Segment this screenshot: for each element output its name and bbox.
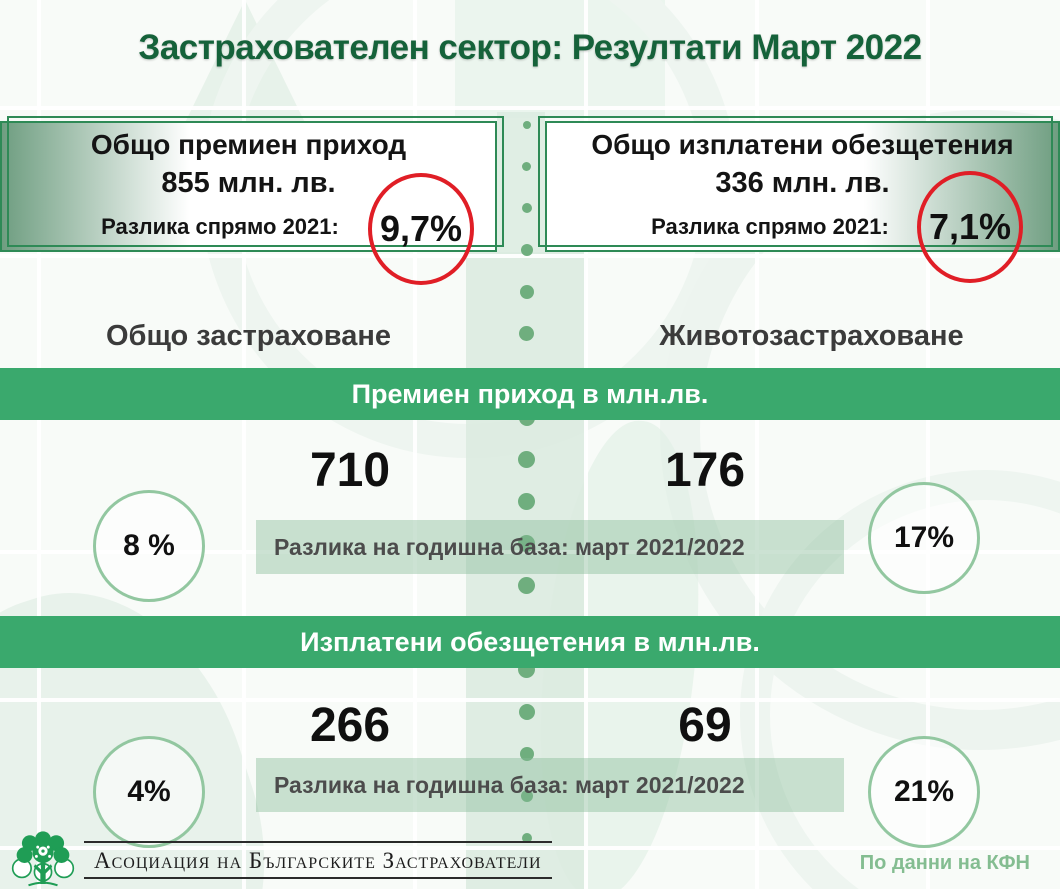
claims-diff-value: 7,1% xyxy=(928,206,1012,247)
claims-general-value: 266 xyxy=(309,699,391,752)
premium-yoy-note: Разлика на годишна база: март 2021/2022 xyxy=(256,520,844,574)
premium-diff-highlight-circle: 9,7% xyxy=(368,173,474,285)
premium-life-change-circle: 17% xyxy=(868,482,980,594)
premium-diff-label: Разлика спрямо 2021: xyxy=(101,214,339,239)
premium-general-value: 710 xyxy=(309,444,391,497)
premium-general-change-circle: 8 % xyxy=(93,490,205,602)
premium-card-title: Общо премиен приход xyxy=(90,129,407,160)
claims-life-value: 69 xyxy=(678,699,732,752)
claims-general-change-circle: 4% xyxy=(93,736,205,848)
claims-summary-card: Общо изплатени обезщетения 336 млн. лв. … xyxy=(538,116,1060,283)
premium-life-change: 17% xyxy=(893,521,955,554)
column-header-life: Животозастраховане xyxy=(659,320,964,352)
claims-diff-label: Разлика спрямо 2021: xyxy=(651,214,889,239)
claims-yoy-note: Разлика на годишна база: март 2021/2022 xyxy=(256,758,844,812)
organization-name: Асоциация на Българските Застрахователи xyxy=(84,841,552,879)
claims-diff-highlight-circle: 7,1% xyxy=(917,171,1023,283)
claims-card-title: Общо изплатени обезщетения xyxy=(591,129,1014,160)
claims-life-change-circle: 21% xyxy=(868,736,980,848)
premium-section-banner: Премиен приход в млн.лв. xyxy=(0,368,1060,420)
column-header-general: Общо застраховане xyxy=(105,320,391,352)
abz-tree-logo-icon xyxy=(10,830,76,889)
page-title: Застрахователен сектор: Резултати Март 2… xyxy=(138,28,922,67)
claims-general-change: 4% xyxy=(127,775,171,808)
premium-diff-value: 9,7% xyxy=(379,208,463,249)
claims-section-banner: Изплатени обезщетения в млн.лв. xyxy=(0,616,1060,668)
data-source-note: По данни на КФН xyxy=(859,852,1030,874)
premium-summary-card: Общо премиен приход 855 млн. лв. Разлика… xyxy=(0,116,504,285)
claims-life-change: 21% xyxy=(893,775,955,808)
premium-general-change: 8 % xyxy=(123,529,175,562)
premium-life-value: 176 xyxy=(664,444,746,497)
